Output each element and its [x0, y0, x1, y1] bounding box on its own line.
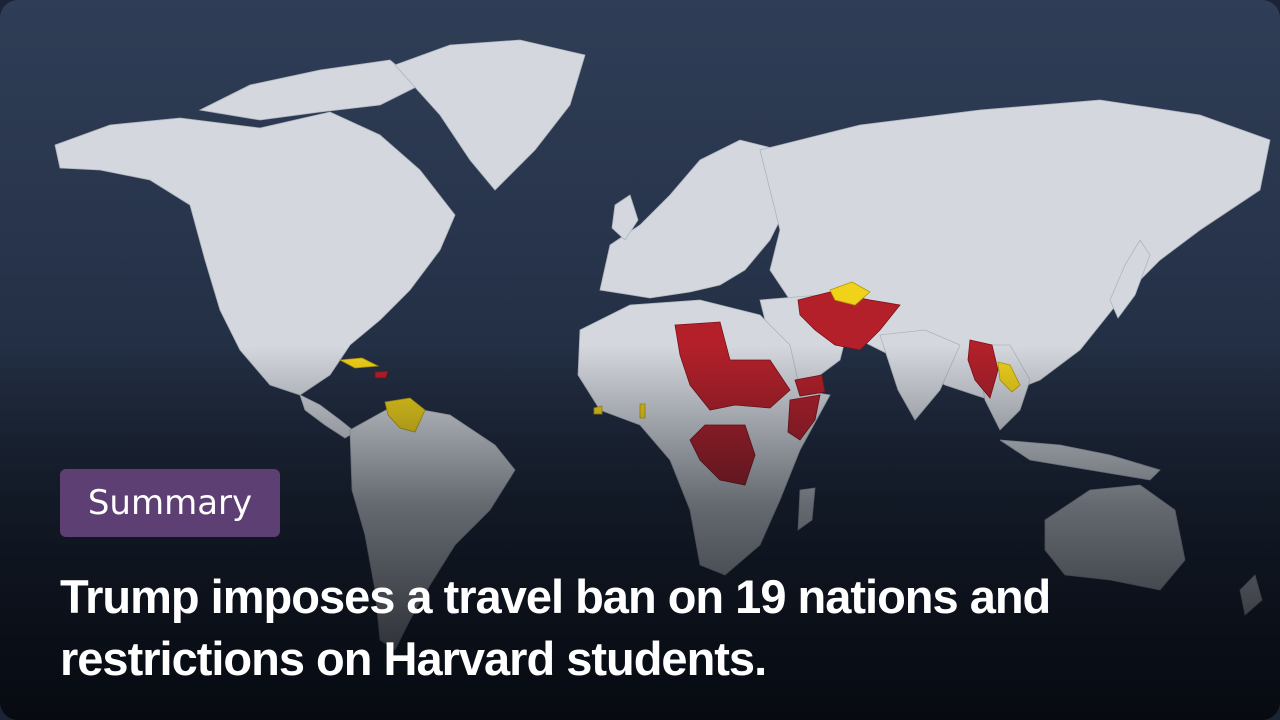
greenland	[394, 39, 586, 191]
headline: Trump imposes a travel ban on 19 nations…	[60, 570, 1051, 685]
sierra-leone	[593, 405, 603, 415]
indonesia	[999, 439, 1161, 481]
madagascar	[797, 487, 816, 531]
summary-badge: Summary	[60, 469, 280, 537]
land-masses	[54, 39, 1271, 651]
arctic-islands	[198, 59, 421, 121]
north-america	[54, 111, 456, 396]
togo	[639, 403, 646, 419]
central-america	[299, 394, 356, 439]
haiti	[374, 370, 389, 379]
cuba	[338, 357, 380, 369]
somalia-eritrea	[787, 394, 821, 441]
new-zealand	[1239, 574, 1263, 616]
